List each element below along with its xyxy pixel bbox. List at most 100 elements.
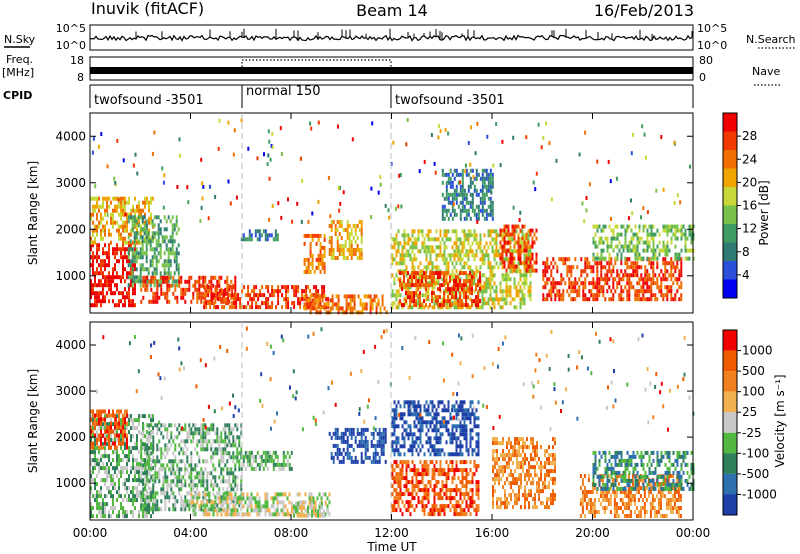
heatmap-cell (110, 421, 112, 426)
heatmap-cell (139, 255, 142, 260)
heatmap-cell (652, 269, 655, 274)
heatmap-cell (96, 251, 98, 256)
heatmap-cell (302, 500, 305, 505)
scatter-cell (444, 127, 447, 132)
heatmap-cell (147, 235, 150, 240)
heatmap-cell (449, 287, 451, 292)
heatmap-cell (208, 431, 211, 436)
heatmap-cell (580, 257, 583, 262)
heatmap-cell (272, 512, 275, 517)
heatmap-cell (198, 475, 201, 480)
heatmap-cell (469, 249, 472, 254)
heatmap-cell (146, 451, 149, 456)
heatmap-cell (664, 293, 667, 298)
freq-label-top: Freq. (6, 53, 33, 66)
heatmap-cell (475, 283, 477, 288)
heatmap-cell (513, 224, 516, 229)
heatmap-cell (509, 269, 512, 274)
heatmap-cell (337, 298, 340, 303)
scatter-cell (151, 151, 154, 156)
heatmap-cell (459, 188, 462, 193)
heatmap-cell (128, 478, 130, 483)
heatmap-cell (357, 294, 360, 299)
heatmap-cell (473, 233, 476, 238)
heatmap-cell (148, 510, 150, 515)
heatmap-cell (626, 289, 629, 294)
heatmap-cell (132, 426, 134, 431)
heatmap-cell (104, 450, 106, 455)
heatmap-cell (670, 285, 673, 290)
heatmap-cell (610, 240, 613, 245)
scatter-cell (201, 181, 204, 186)
heatmap-cell (425, 271, 427, 276)
heatmap-cell (168, 467, 171, 472)
heatmap-cell (124, 295, 126, 300)
heatmap-cell (525, 260, 528, 265)
heatmap-cell (114, 283, 116, 288)
heatmap-cell (525, 281, 528, 286)
heatmap-cell (626, 273, 629, 278)
heatmap-cell (354, 228, 357, 232)
heatmap-cell (523, 281, 526, 286)
heatmap-cell (346, 232, 349, 236)
heatmap-cell (246, 492, 249, 497)
heatmap-cell (447, 196, 450, 201)
heatmap-cell (405, 233, 408, 238)
heatmap-cell (126, 426, 128, 431)
heatmap-cell (96, 494, 98, 499)
heatmap-cell (584, 261, 587, 266)
heatmap-cell (578, 289, 581, 294)
heatmap-cell (469, 279, 471, 284)
heatmap-cell (248, 496, 251, 501)
heatmap-cell (425, 293, 428, 298)
heatmap-cell (644, 240, 647, 245)
heatmap-cell (668, 248, 671, 253)
heatmap-cell (140, 451, 143, 456)
heatmap-cell (348, 252, 351, 256)
heatmap-cell (160, 455, 163, 460)
heatmap-cell (610, 297, 613, 302)
heatmap-cell (279, 289, 282, 294)
heatmap-cell (198, 279, 201, 284)
heatmap-cell (550, 285, 553, 290)
heatmap-cell (172, 503, 175, 508)
scatter-cell (662, 187, 665, 192)
heatmap-cell (350, 248, 353, 252)
heatmap-cell (393, 237, 396, 242)
heatmap-cell (463, 291, 465, 296)
heatmap-cell (443, 295, 445, 300)
heatmap-cell (108, 486, 110, 491)
heatmap-cell (481, 200, 484, 205)
heatmap-cell (544, 281, 547, 286)
heatmap-cell (167, 263, 170, 268)
heatmap-cell (666, 228, 669, 233)
heatmap-cell (678, 273, 681, 278)
heatmap-cell (443, 283, 445, 288)
heatmap-cell (491, 200, 494, 205)
heatmap-cell (473, 281, 476, 286)
heatmap-cell (590, 269, 593, 274)
heatmap-cell (596, 252, 599, 257)
heatmap-cell (676, 228, 679, 233)
heatmap-cell (596, 265, 599, 270)
scatter-cell (134, 152, 137, 157)
heatmap-cell (134, 498, 136, 503)
heatmap-cell (479, 275, 481, 280)
heatmap-cell (405, 273, 408, 278)
heatmap-cell (255, 285, 258, 290)
heatmap-cell (405, 293, 408, 298)
heatmap-cell (154, 291, 157, 296)
heatmap-cell (141, 215, 144, 220)
heatmap-cell (519, 256, 522, 261)
heatmap-cell (465, 200, 468, 205)
heatmap-cell (411, 291, 413, 296)
heatmap-cell (166, 299, 169, 304)
heatmap-cell (642, 277, 645, 282)
heatmap-cell (477, 245, 480, 250)
heatmap-cell (138, 200, 140, 205)
heatmap-cell (160, 275, 163, 280)
heatmap-cell (228, 483, 231, 488)
heatmap-cell (519, 289, 522, 294)
heatmap-cell (395, 241, 398, 246)
heatmap-cell (636, 293, 639, 298)
